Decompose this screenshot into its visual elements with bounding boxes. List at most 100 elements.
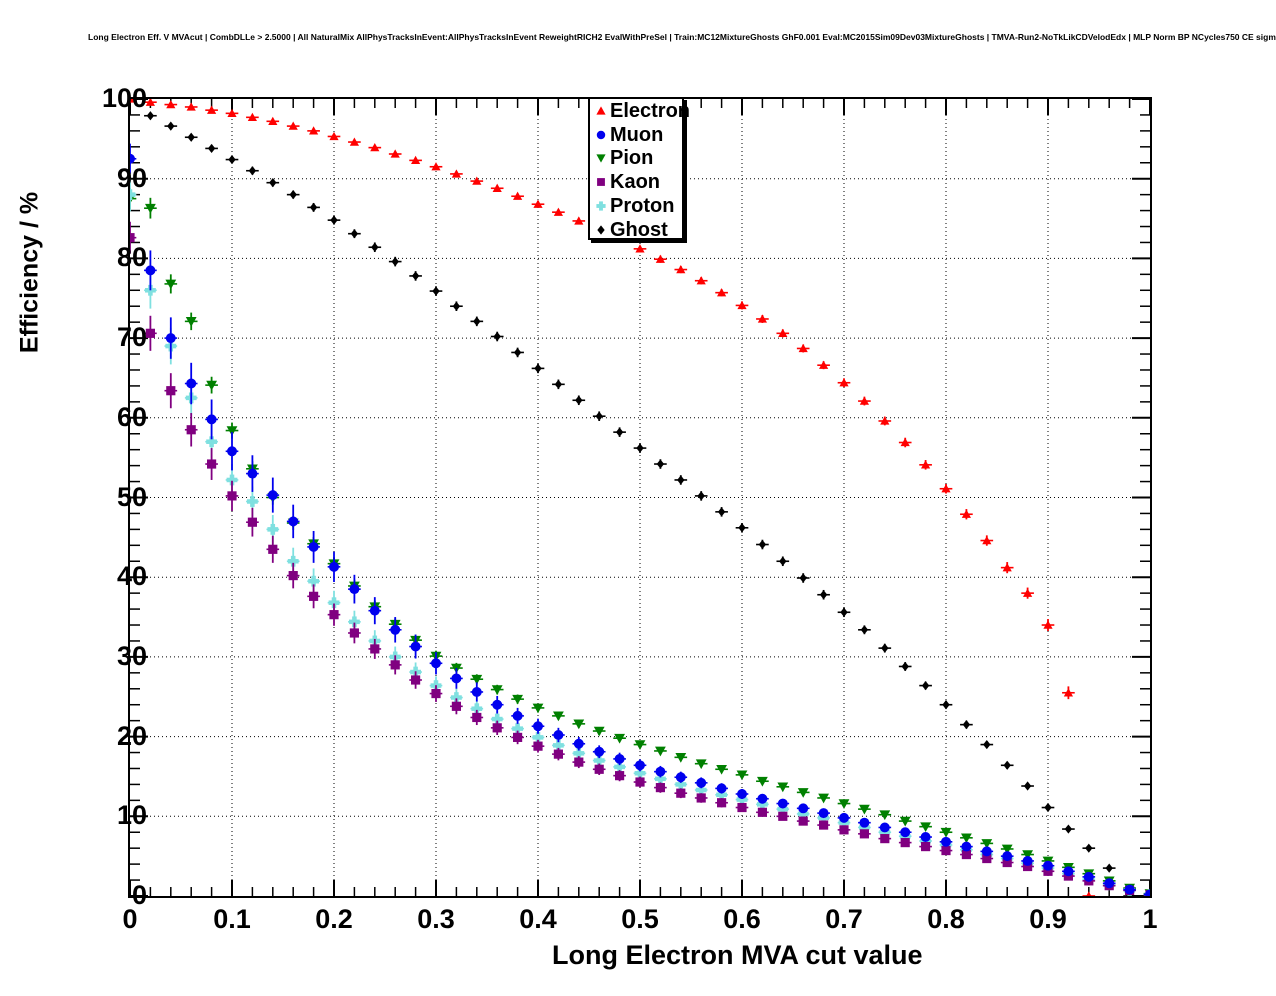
legend-item-kaon[interactable]: Kaon	[590, 170, 682, 194]
data-point-circle	[329, 561, 339, 572]
data-point-triangle-up	[941, 484, 951, 493]
data-point-cross	[736, 794, 748, 805]
data-point-square	[1023, 861, 1033, 872]
data-point-diamond	[819, 590, 828, 600]
data-point-square	[635, 777, 645, 787]
data-point-diamond	[473, 316, 481, 326]
x-tick-label: 0.8	[927, 904, 965, 934]
y-tick-label: 30	[116, 640, 147, 671]
legend-item-proton[interactable]: Proton	[590, 194, 682, 218]
data-point-diamond	[1064, 824, 1073, 834]
data-point-triangle-up	[757, 314, 767, 323]
data-point-triangle-up	[655, 254, 665, 263]
data-point-square	[1002, 857, 1012, 868]
legend-item-ghost[interactable]: Ghost	[590, 218, 682, 242]
data-point-circle	[859, 817, 870, 828]
y-tick-label: 90	[116, 162, 147, 193]
data-point-square	[880, 834, 890, 844]
data-point-circle	[247, 468, 258, 479]
data-point-circle	[533, 721, 543, 732]
data-point-diamond	[738, 523, 746, 533]
data-point-diamond	[901, 661, 909, 672]
data-point-circle	[349, 584, 360, 595]
data-point-circle	[1145, 889, 1150, 896]
data-point-cross	[451, 692, 462, 703]
data-point-cross	[593, 755, 605, 766]
data-point-cross	[614, 761, 625, 773]
data-point-square	[757, 807, 767, 817]
data-point-cross	[287, 555, 299, 567]
x-tick-label: 0.6	[723, 904, 761, 934]
data-point-square	[268, 544, 278, 554]
data-point-triangle-down	[655, 746, 666, 757]
data-point-circle	[675, 772, 686, 783]
data-point-diamond	[615, 427, 624, 437]
data-point-square	[309, 591, 319, 601]
data-point-triangle-up	[596, 106, 606, 115]
data-point-triangle-down	[981, 839, 993, 849]
data-point-triangle-up	[1023, 588, 1033, 597]
legend-label: Electron	[610, 99, 691, 122]
legend-item-pion[interactable]: Pion	[590, 147, 682, 171]
data-point-square	[819, 820, 829, 830]
data-point-cross	[226, 474, 238, 486]
data-point-circle	[145, 265, 156, 276]
data-point-diamond	[228, 154, 236, 165]
data-point-circle	[492, 699, 503, 710]
data-point-square	[227, 491, 237, 501]
data-point-triangle-up	[737, 300, 747, 310]
data-point-diamond	[1023, 781, 1032, 791]
data-point-diamond	[656, 459, 665, 469]
data-point-diamond	[187, 132, 195, 142]
data-point-triangle-down	[185, 317, 197, 327]
data-point-square	[370, 644, 380, 654]
data-point-triangle-up	[207, 105, 217, 114]
data-point-diamond	[452, 301, 461, 311]
grid-lines	[130, 99, 1150, 896]
cross-icon	[593, 197, 609, 215]
data-point-circle	[941, 836, 951, 847]
data-point-circle	[961, 841, 972, 852]
legend-label: Muon	[610, 123, 664, 146]
data-point-square	[982, 853, 992, 864]
data-point-triangle-up	[961, 509, 971, 518]
data-point-triangle-up	[431, 162, 441, 171]
data-point-circle	[186, 378, 197, 389]
y-tick-label: 10	[116, 800, 147, 831]
data-point-cross	[716, 789, 727, 801]
data-point-triangle-up	[533, 199, 543, 208]
data-point-triangle-up	[880, 416, 890, 425]
data-point-square	[451, 701, 461, 711]
data-point-triangle-up	[1086, 891, 1092, 896]
data-point-triangle-up	[513, 191, 523, 200]
data-point-diamond	[921, 680, 930, 691]
data-point-diamond	[248, 166, 257, 176]
data-point-triangle-up	[309, 126, 319, 135]
data-point-diamond	[167, 121, 175, 131]
legend-label: Kaon	[610, 171, 660, 194]
data-point-circle	[1002, 851, 1013, 862]
data-point-circle	[553, 730, 564, 740]
data-point-square	[859, 829, 869, 839]
data-point-triangle-down	[614, 733, 625, 744]
x-tick-label: 0.7	[825, 904, 863, 934]
data-point-circle	[920, 832, 931, 842]
x-tick-label: 1	[1142, 904, 1158, 934]
data-point-triangle-down	[695, 759, 707, 770]
data-point-circle	[879, 822, 890, 833]
legend-box[interactable]: Electron Muon Pion Kaon Proton Ghost	[588, 97, 690, 242]
data-point-square	[1043, 866, 1053, 876]
data-point-cross	[634, 767, 646, 779]
data-point-diamond	[207, 143, 216, 154]
data-point-circle	[1104, 878, 1115, 889]
data-point-square	[655, 783, 665, 793]
legend-item-electron[interactable]: Electron	[590, 99, 690, 123]
series-kaon	[130, 221, 1150, 896]
data-point-square	[615, 771, 625, 781]
data-point-triangle-up	[717, 288, 727, 297]
legend-item-muon[interactable]: Muon	[590, 123, 682, 147]
data-point-diamond	[595, 411, 603, 421]
data-point-triangle-down	[1001, 844, 1013, 855]
data-point-triangle-up	[247, 112, 257, 122]
